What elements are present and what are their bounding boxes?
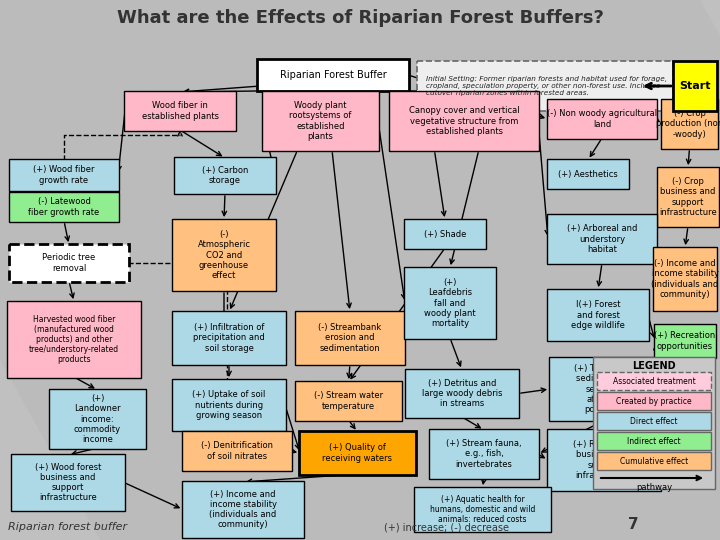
- FancyBboxPatch shape: [547, 429, 661, 491]
- FancyBboxPatch shape: [405, 369, 519, 418]
- FancyBboxPatch shape: [9, 244, 129, 282]
- FancyBboxPatch shape: [549, 357, 661, 421]
- Text: Created by practice: Created by practice: [616, 396, 692, 406]
- Text: (+) Recreation
opportunities: (+) Recreation opportunities: [654, 332, 716, 350]
- Text: Indirect effect: Indirect effect: [627, 436, 681, 446]
- Text: LEGEND: LEGEND: [632, 361, 676, 371]
- Polygon shape: [100, 0, 700, 540]
- Text: (+) Shade: (+) Shade: [424, 230, 466, 239]
- Text: 7: 7: [629, 517, 639, 532]
- FancyBboxPatch shape: [172, 311, 286, 365]
- Text: (-) Crop
production (non
-woody): (-) Crop production (non -woody): [656, 110, 720, 139]
- Text: (+) Income and
income stability
(individuals and
community): (+) Income and income stability (individ…: [210, 490, 276, 529]
- FancyBboxPatch shape: [597, 372, 711, 390]
- Text: (+) increase; (-) decrease: (+) increase; (-) decrease: [384, 522, 509, 532]
- FancyBboxPatch shape: [547, 289, 649, 341]
- Text: (-) Non woody agricultural
land: (-) Non woody agricultural land: [547, 110, 657, 129]
- FancyBboxPatch shape: [7, 301, 141, 378]
- FancyBboxPatch shape: [9, 159, 119, 191]
- Text: (+) Infiltration of
precipitation and
soil storage: (+) Infiltration of precipitation and so…: [193, 323, 265, 353]
- Text: (-) Denitrification
of soil nitrates: (-) Denitrification of soil nitrates: [201, 442, 273, 461]
- FancyBboxPatch shape: [597, 452, 711, 470]
- FancyBboxPatch shape: [295, 311, 405, 365]
- Text: (+) Detritus and
large woody debris
in streams: (+) Detritus and large woody debris in s…: [422, 379, 503, 408]
- FancyBboxPatch shape: [9, 192, 119, 222]
- Text: Riparian Forest Buffer: Riparian Forest Buffer: [279, 70, 387, 80]
- FancyBboxPatch shape: [182, 431, 292, 471]
- Text: Associated treatment: Associated treatment: [613, 376, 696, 386]
- FancyBboxPatch shape: [547, 99, 657, 139]
- Text: (+) Recreation
business and
support
infrastructure: (+) Recreation business and support infr…: [573, 441, 634, 480]
- Text: (+) Arboreal and
understory
habitat: (+) Arboreal and understory habitat: [567, 225, 637, 254]
- FancyBboxPatch shape: [597, 392, 711, 410]
- FancyBboxPatch shape: [172, 379, 286, 431]
- FancyBboxPatch shape: [593, 357, 715, 489]
- Text: Wood fiber in
established plants: Wood fiber in established plants: [142, 102, 218, 120]
- FancyBboxPatch shape: [597, 412, 711, 430]
- Text: (-) Crop
business and
support
infrastructure: (-) Crop business and support infrastruc…: [659, 178, 717, 217]
- FancyBboxPatch shape: [597, 432, 711, 450]
- Text: (-) Streambank
erosion and
sedimentation: (-) Streambank erosion and sedimentation: [318, 323, 382, 353]
- FancyBboxPatch shape: [172, 219, 276, 291]
- FancyBboxPatch shape: [299, 431, 416, 475]
- Text: (-) Latewood
fiber growth rate: (-) Latewood fiber growth rate: [28, 198, 99, 217]
- Text: Start: Start: [679, 81, 711, 91]
- FancyBboxPatch shape: [653, 247, 717, 311]
- Text: Cumulative effect: Cumulative effect: [620, 456, 688, 465]
- FancyBboxPatch shape: [657, 167, 719, 227]
- Text: Woody plant
rootsystems of
established
plants: Woody plant rootsystems of established p…: [289, 102, 351, 140]
- FancyBboxPatch shape: [404, 219, 486, 249]
- FancyBboxPatch shape: [404, 267, 496, 339]
- Text: Riparian forest buffer: Riparian forest buffer: [8, 522, 127, 532]
- FancyBboxPatch shape: [295, 381, 402, 421]
- FancyBboxPatch shape: [547, 214, 657, 264]
- Text: Harvested wood fiber
(manufactured wood
products) and other
tree/understory-rela: Harvested wood fiber (manufactured wood …: [29, 315, 119, 364]
- Text: pathway: pathway: [636, 483, 672, 492]
- Text: (+) Stream fauna,
e.g., fish,
invertebrates: (+) Stream fauna, e.g., fish, invertebra…: [446, 440, 522, 469]
- FancyBboxPatch shape: [389, 91, 539, 151]
- Text: (+) Aquatic health for
humans, domestic and wild
animals: reduced costs: (+) Aquatic health for humans, domestic …: [430, 495, 535, 524]
- FancyBboxPatch shape: [429, 429, 539, 479]
- FancyBboxPatch shape: [414, 487, 551, 532]
- FancyBboxPatch shape: [182, 481, 304, 538]
- Text: (+) Trapping of
sediment and
sediment
attached
pollutants: (+) Trapping of sediment and sediment at…: [574, 364, 636, 414]
- Text: (-)
Atmospheric
CO2 and
greenhouse
effect: (-) Atmospheric CO2 and greenhouse effec…: [197, 231, 251, 280]
- Text: (+) Wood fiber
growth rate: (+) Wood fiber growth rate: [33, 165, 95, 185]
- FancyBboxPatch shape: [49, 389, 146, 449]
- Text: What are the Effects of Riparian Forest Buffers?: What are the Effects of Riparian Forest …: [117, 9, 603, 27]
- Text: Periodic tree
removal: Periodic tree removal: [42, 253, 96, 273]
- FancyBboxPatch shape: [124, 91, 236, 131]
- FancyBboxPatch shape: [417, 61, 673, 111]
- Text: (+) Aesthetics: (+) Aesthetics: [558, 170, 618, 179]
- Text: Direct effect: Direct effect: [630, 416, 678, 426]
- Polygon shape: [400, 0, 720, 540]
- FancyBboxPatch shape: [654, 324, 716, 358]
- Text: I(+) Forest
and forest
edge wildlife: I(+) Forest and forest edge wildlife: [571, 300, 625, 329]
- Text: Canopy cover and vertical
vegetative structure from
established plants: Canopy cover and vertical vegetative str…: [409, 106, 519, 136]
- FancyBboxPatch shape: [661, 99, 718, 149]
- Text: (+)
Leafdebris
fall and
woody plant
mortality: (+) Leafdebris fall and woody plant mort…: [424, 279, 476, 328]
- FancyBboxPatch shape: [257, 59, 409, 91]
- FancyBboxPatch shape: [547, 159, 629, 189]
- Text: (-) Stream water
temperature: (-) Stream water temperature: [314, 392, 383, 410]
- Text: Initial Setting: Former riparian forests and habitat used for forage,
cropland, : Initial Setting: Former riparian forests…: [426, 76, 667, 96]
- FancyBboxPatch shape: [262, 91, 379, 151]
- FancyBboxPatch shape: [673, 61, 717, 111]
- Text: (-) Income and
income stability
(individuals and
community): (-) Income and income stability (individ…: [652, 259, 719, 299]
- FancyBboxPatch shape: [11, 454, 125, 511]
- Text: (+) Uptake of soil
nutrients during
growing season: (+) Uptake of soil nutrients during grow…: [192, 390, 266, 420]
- FancyBboxPatch shape: [174, 157, 276, 194]
- Text: (+) Quality of
receiving waters: (+) Quality of receiving waters: [323, 443, 392, 463]
- Text: (+)
Landowner
income:
commodity
income: (+) Landowner income: commodity income: [74, 394, 121, 443]
- Polygon shape: [0, 0, 400, 540]
- Text: (+) Wood forest
business and
support
infrastructure: (+) Wood forest business and support inf…: [35, 463, 102, 502]
- Text: (+) Carbon
storage: (+) Carbon storage: [202, 166, 248, 185]
